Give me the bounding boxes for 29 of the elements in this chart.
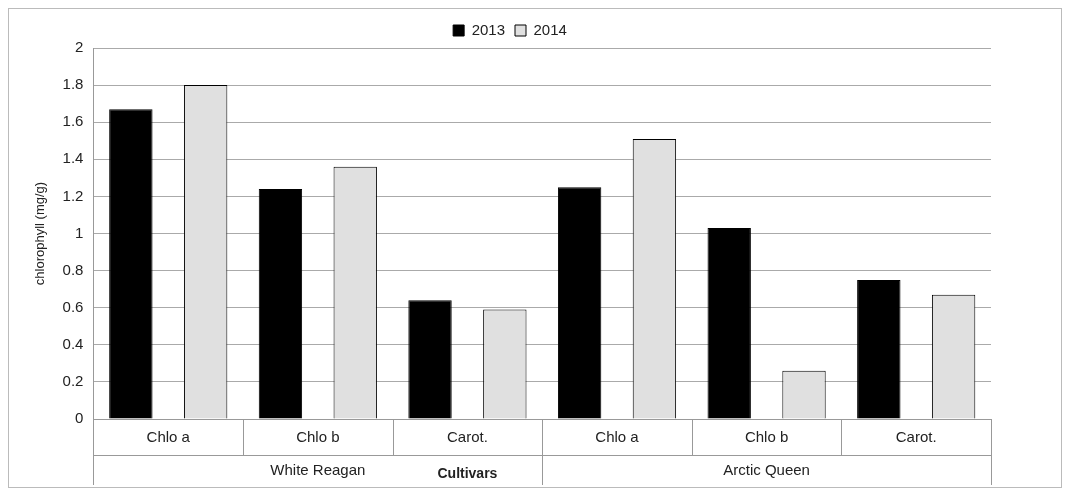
x-tick-label: Carot. xyxy=(895,428,937,446)
bar xyxy=(857,279,901,419)
text: Arctic Queen xyxy=(723,461,810,479)
y-tick-label: 1.2 xyxy=(62,186,84,204)
bar xyxy=(557,187,602,419)
x-tick-label: Carot. xyxy=(447,428,488,446)
y-tick-label: 0.8 xyxy=(62,260,84,278)
legend-label: 2014 xyxy=(533,20,567,38)
y-tick-label: 1.4 xyxy=(62,149,84,167)
x-tick-label: Chlo b xyxy=(296,428,340,446)
y-tick-label: 1 xyxy=(75,223,84,241)
x-axis-title: Cultivars xyxy=(437,464,498,481)
legend-label: 2013 xyxy=(471,20,506,38)
x-tick-label: Chlo a xyxy=(595,428,640,446)
x-tick-label: Chlo b xyxy=(744,428,789,446)
y-axis-title: chlorophyll (mg/g) xyxy=(32,181,48,286)
text: White Reagan xyxy=(270,461,366,479)
y-tick-label: 0 xyxy=(75,409,84,427)
y-tick-label: 1.6 xyxy=(62,112,84,130)
y-tick-label: 0.6 xyxy=(62,297,84,315)
y-tick-label: 1.8 xyxy=(62,75,84,93)
x-tick-label: Chlo a xyxy=(146,428,191,446)
bar xyxy=(258,188,303,419)
y-tick-label: 0.4 xyxy=(62,334,84,352)
y-tick-label: 2 xyxy=(75,38,84,56)
bar xyxy=(707,227,751,419)
bar xyxy=(109,109,153,419)
bar xyxy=(408,300,452,419)
y-tick-label: 0.2 xyxy=(62,372,84,390)
